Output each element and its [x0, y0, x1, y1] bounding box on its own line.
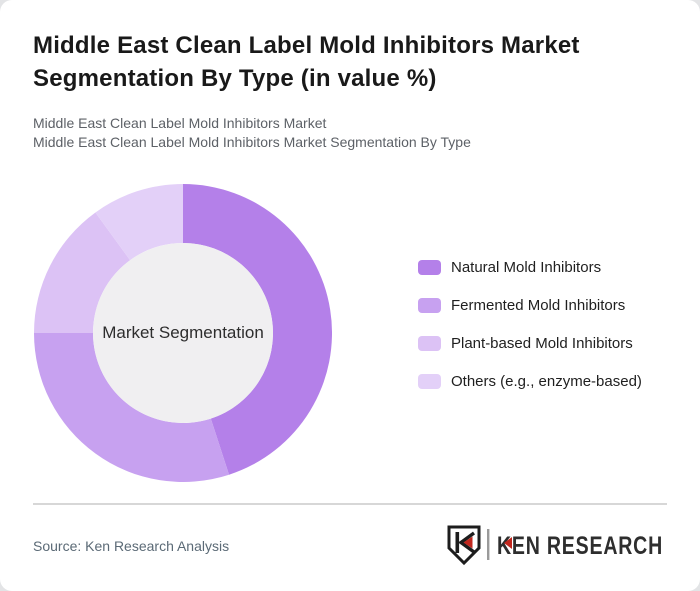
legend-swatch-others: [418, 374, 441, 389]
donut-segment: [183, 184, 332, 475]
subtitle-line-1: Middle East Clean Label Mold Inhibitors …: [33, 115, 327, 131]
legend-swatch-fermented: [418, 298, 441, 313]
shield-k-icon: [447, 525, 481, 566]
page-title: Middle East Clean Label Mold Inhibitors …: [33, 32, 580, 92]
donut-svg: [34, 184, 332, 482]
donut-segment: [34, 333, 230, 482]
donut-segment: [34, 212, 131, 333]
donut-center-label: Market Segmentation: [102, 323, 264, 342]
subtitle-line-2: Middle East Clean Label Mold Inhibitors …: [33, 133, 471, 150]
legend-label: Others (e.g., enzyme-based): [451, 373, 642, 390]
legend-label: Fermented Mold Inhibitors: [451, 297, 626, 314]
footer-divider: [33, 503, 667, 505]
donut-segment: [95, 184, 183, 261]
donut-center-circle: [93, 243, 273, 423]
logo-k-accent-icon: [504, 537, 512, 549]
ken-research-logo: KEN RESEARCH: [447, 525, 663, 566]
source-note: Source: Ken Research Analysis: [33, 538, 230, 554]
chart-legend: Natural Mold Inhibitors Fermented Mold I…: [418, 259, 642, 412]
legend-swatch-natural: [418, 260, 441, 275]
legend-label: Natural Mold Inhibitors: [451, 259, 602, 276]
logo-wordmark: KEN RESEARCH: [497, 532, 663, 560]
legend-label: Plant-based Mold Inhibitors: [451, 335, 633, 352]
subtitle: Middle East Clean Label Mold Inhibitors …: [33, 114, 471, 151]
legend-item: Plant-based Mold Inhibitors: [418, 335, 642, 352]
logo-separator: [487, 529, 490, 560]
legend-item: Fermented Mold Inhibitors: [418, 297, 642, 314]
legend-swatch-plant-based: [418, 336, 441, 351]
legend-item: Natural Mold Inhibitors: [418, 259, 642, 276]
legend-item: Others (e.g., enzyme-based): [418, 373, 642, 390]
